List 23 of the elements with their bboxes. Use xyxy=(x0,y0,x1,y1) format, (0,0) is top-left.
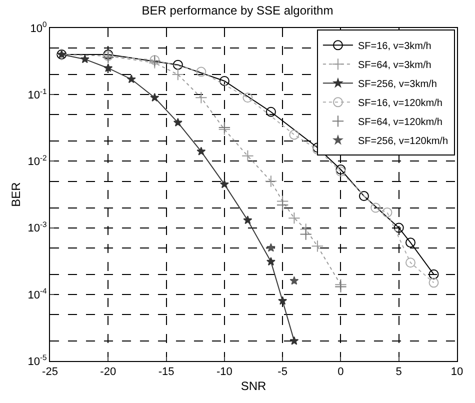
y-tick-label: 10$^{-1}$ xyxy=(28,86,47,102)
x-tick-label: -25 xyxy=(42,366,58,378)
legend-label: SF=16, v=3km/h xyxy=(358,41,432,52)
x-tick-label: 5 xyxy=(396,366,402,378)
x-tick-label: -20 xyxy=(100,366,116,378)
x-tick-label: -5 xyxy=(278,366,288,378)
legend-label: SF=256, v=120km/h xyxy=(358,136,448,148)
legend-label: SF=256, v=3km/h xyxy=(358,79,437,90)
y-tick-label: 10$^{-4}$ xyxy=(28,286,48,302)
legend-label: SF=64, v=3km/h xyxy=(358,60,432,72)
x-tick-label: 10 xyxy=(450,366,464,378)
y-axis-title: BER xyxy=(9,182,24,207)
y-tick-label: 10$^{-3}$ xyxy=(28,220,47,235)
legend-label: SF=16, v=120km/h xyxy=(358,98,442,110)
y-tick-label: 10$^{-2}$ xyxy=(28,153,47,168)
chart-title: BER performance by SSE algorithm xyxy=(142,3,334,18)
y-tick-label: 10$^{-5}$ xyxy=(28,353,47,368)
x-tick-label: 0 xyxy=(338,366,344,378)
x-tick-label: -15 xyxy=(158,366,174,378)
x-axis-title: SNR xyxy=(240,379,266,394)
y-tick-label: 10$^{0}$ xyxy=(30,20,47,35)
x-tick-label: -10 xyxy=(216,366,232,378)
legend-label: SF=64, v=120km/h xyxy=(358,117,442,128)
